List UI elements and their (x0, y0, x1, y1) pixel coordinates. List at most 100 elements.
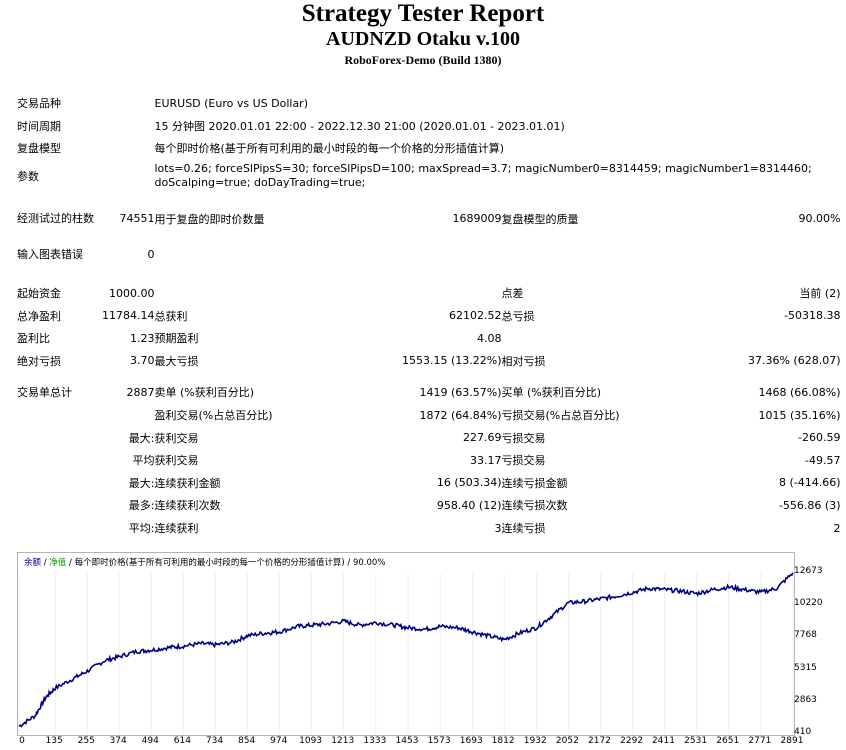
avg-consec-label: 平均: (128, 522, 155, 536)
x-tick-label: 1213 (331, 736, 355, 746)
x-tick-label: 2531 (684, 736, 708, 746)
max-consec-wins-label: 连续获利金额 (154, 476, 221, 490)
x-tick-label: 974 (270, 736, 288, 746)
row-errors: 输入图表错误 0 (17, 237, 841, 273)
server-build: RoboForex-Demo (Build 1380) (344, 53, 502, 67)
balance-chart: 余额 / 净值 / 每个即时价格(基于所有可利用的最小时段的每一个价格的分形插值… (17, 552, 795, 736)
largest-profit-value: 227.69 (463, 431, 502, 445)
total-trades-label: 交易单总计 (17, 386, 72, 400)
row-avg-consec: 平均: 连续获利 3 连续亏损 2 (17, 517, 841, 540)
errors-label: 输入图表错误 (17, 248, 83, 262)
x-tick-label: 734 (205, 736, 224, 746)
report-table: 交易品种 EURUSD (Euro vs US Dollar) 时间周期 15 … (17, 92, 841, 539)
model-value: 每个即时价格(基于所有可利用的最小时段的每一个价格的分形插值计算) (154, 142, 505, 156)
row-profit-factor: 盈利比 1.23 预期盈利 4.08 (17, 327, 841, 350)
x-tick-label: 2771 (748, 736, 772, 746)
x-tick-label: 1812 (491, 736, 515, 746)
expected-payoff-label: 预期盈利 (154, 332, 199, 346)
y-tick-label: 2863 (794, 694, 817, 705)
chart-legend: 余额 / 净值 / 每个即时价格(基于所有可利用的最小时段的每一个价格的分形插值… (24, 556, 385, 568)
x-tick-label: 2292 (620, 736, 644, 746)
x-tick-label: 255 (77, 736, 95, 746)
x-tick-label: 2052 (555, 736, 579, 746)
row-net-profit: 总净盈利 11784.14 总获利 62102.52 总亏损 -50318.38 (17, 304, 841, 327)
gross-profit-label: 总获利 (154, 309, 188, 323)
y-tick-label: 7768 (794, 630, 817, 641)
abs-drawdown-label: 绝对亏损 (17, 354, 61, 368)
spread-label: 点差 (501, 287, 524, 301)
row-profit-trades: 盈利交易(%占总百分比) 1872 (64.84%) 亏损交易(%占总百分比) … (17, 404, 841, 427)
x-tick-label: 1693 (459, 736, 483, 746)
symbol-label: 交易品种 (17, 97, 61, 111)
average-loss-label: 亏损交易 (501, 454, 546, 468)
deposit-value: 1000.00 (109, 286, 155, 300)
largest-profit-label: 获利交易 (154, 431, 199, 445)
x-tick-label: 1932 (523, 736, 547, 746)
loss-trades-value: 1015 (35.16%) (758, 408, 841, 422)
largest-label: 最大: (128, 431, 155, 445)
net-profit-value: 11784.14 (102, 309, 155, 323)
spread-value: 当前 (2) (799, 287, 841, 301)
balance-line (18, 572, 794, 728)
profit-factor-label: 盈利比 (17, 332, 50, 346)
net-profit-label: 总净盈利 (17, 309, 61, 323)
model-label: 复盘模型 (17, 142, 61, 156)
maximal-label: 最多: (128, 499, 155, 513)
x-tick-label: 135 (45, 736, 63, 746)
avg-consec-losses-label: 连续亏损 (501, 522, 546, 536)
row-params: 参数 lots=0.26; forceSlPipsS=30; forceSlPi… (17, 160, 841, 192)
gross-loss-value: -50318.38 (784, 309, 841, 323)
x-tick-label: 1573 (427, 736, 451, 746)
ticks-label: 用于复盘的即时价数量 (154, 212, 265, 226)
gross-loss-label: 总亏损 (501, 309, 535, 323)
legend-rest: / 每个即时价格(基于所有可利用的最小时段的每一个价格的分形插值计算) / 90… (66, 558, 386, 568)
row-period: 时间周期 15 分钟图 2020.01.01 22:00 - 2022.12.3… (17, 115, 841, 138)
rel-drawdown-value: 37.36% (628.07) (747, 354, 841, 368)
max-drawdown-label: 最大亏损 (154, 354, 199, 368)
row-model: 复盘模型 每个即时价格(基于所有可利用的最小时段的每一个价格的分形插值计算) (17, 137, 841, 160)
x-tick-label: 1453 (395, 736, 419, 746)
x-tick-label: 2651 (716, 736, 740, 746)
y-tick-label: 10220 (794, 598, 823, 609)
short-label: 卖单 (%获利百分比) (154, 386, 255, 400)
y-tick-label: 12673 (794, 566, 823, 576)
params-value: lots=0.26; forceSlPipsS=30; forceSlPipsD… (154, 161, 812, 189)
x-tick-label: 2172 (588, 736, 611, 746)
avg-consec-wins-label: 连续获利 (154, 522, 199, 536)
report-title: Strategy Tester Report (301, 0, 545, 27)
row-largest: 最大: 获利交易 227.69 亏损交易 -260.59 (17, 426, 841, 449)
deposit-label: 起始资金 (17, 287, 61, 301)
max-consec-wins-value: 16 (503.34) (436, 476, 502, 490)
period-label: 时间周期 (17, 119, 61, 133)
legend-equity: 净值 (49, 558, 67, 568)
row-deposit: 起始资金 1000.00 点差 当前 (2) (17, 282, 841, 305)
avg-consec-losses-value: 2 (833, 521, 841, 535)
maximal-profit-label: 连续获利次数 (154, 499, 221, 513)
x-tick-label: 614 (173, 736, 191, 746)
max-consec-losses-value: 8 (-414.66) (778, 476, 841, 490)
symbol-value: EURUSD (Euro vs US Dollar) (154, 96, 309, 110)
x-tick-label: 1333 (363, 736, 387, 746)
expected-payoff-value: 4.08 (477, 331, 502, 345)
maximal-profit-value: 958.40 (12) (436, 498, 502, 512)
y-tick-label: 5315 (794, 662, 817, 673)
row-total-trades: 交易单总计 2887 卖单 (%获利百分比) 1419 (63.57%) 买单 … (17, 381, 841, 404)
abs-drawdown-value: 3.70 (130, 354, 155, 368)
row-maximal: 最多: 连续获利次数 958.40 (12) 连续亏损次数 -556.86 (3… (17, 494, 841, 517)
errors-value: 0 (147, 248, 155, 262)
gross-profit-value: 62102.52 (449, 309, 502, 323)
average-loss-value: -49.57 (805, 453, 841, 467)
row-max-consec: 最大: 连续获利金额 16 (503.34) 连续亏损金额 8 (-414.66… (17, 472, 841, 495)
rel-drawdown-label: 相对亏损 (501, 354, 546, 368)
bars-label: 经测试过的柱数 (17, 212, 94, 226)
max-consec-losses-label: 连续亏损金额 (501, 476, 568, 490)
quality-label: 复盘模型的质量 (501, 212, 579, 226)
long-value: 1468 (66.08%) (758, 385, 841, 399)
average-profit-value: 33.17 (470, 453, 502, 467)
profit-trades-label: 盈利交易(%占总百分比) (154, 409, 273, 423)
x-tick-label: 854 (238, 736, 256, 746)
row-average: 平均 获利交易 33.17 亏损交易 -49.57 (17, 449, 841, 472)
maximal-loss-label: 连续亏损次数 (501, 499, 568, 513)
maximal-loss-value: -556.86 (3) (778, 498, 841, 512)
x-tick-label: 2891 (780, 736, 804, 746)
